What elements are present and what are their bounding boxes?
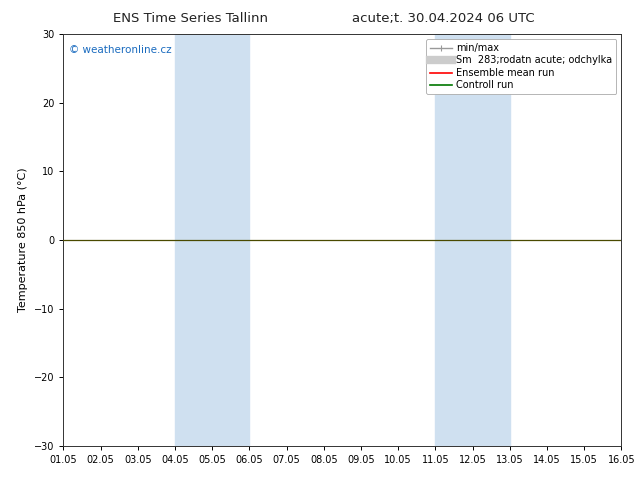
- Text: ENS Time Series Tallinn: ENS Time Series Tallinn: [113, 12, 268, 25]
- Text: acute;t. 30.04.2024 06 UTC: acute;t. 30.04.2024 06 UTC: [353, 12, 535, 25]
- Y-axis label: Temperature 850 hPa (°C): Temperature 850 hPa (°C): [18, 168, 29, 313]
- Text: © weatheronline.cz: © weatheronline.cz: [69, 45, 172, 54]
- Bar: [175, 34, 249, 446]
- Bar: [436, 34, 510, 446]
- Legend: min/max, Sm  283;rodatn acute; odchylka, Ensemble mean run, Controll run: min/max, Sm 283;rodatn acute; odchylka, …: [426, 39, 616, 94]
